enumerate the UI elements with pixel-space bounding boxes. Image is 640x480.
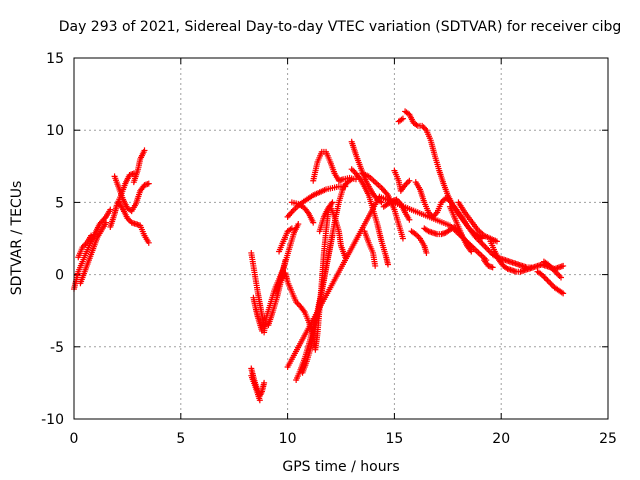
- data-point: [548, 281, 555, 288]
- data-track: [250, 294, 265, 334]
- data-point: [350, 167, 357, 174]
- data-point: [107, 206, 114, 213]
- data-point: [547, 280, 554, 287]
- data-point: [541, 274, 548, 281]
- x-tick-label: 25: [599, 431, 617, 447]
- data-track: [391, 167, 413, 194]
- data-point: [145, 239, 152, 246]
- data-point: [545, 278, 552, 285]
- data-point: [483, 257, 490, 264]
- data-track: [111, 173, 152, 215]
- data-point: [544, 277, 551, 284]
- y-axis-label: SDTVAR / TECUs: [9, 181, 25, 296]
- data-point: [295, 221, 302, 228]
- data-track: [130, 147, 148, 186]
- data-point: [483, 245, 490, 252]
- data-point: [406, 177, 413, 184]
- y-tick-label: 10: [46, 123, 64, 139]
- x-tick-label: 15: [385, 431, 403, 447]
- x-axis-label: GPS time / hours: [282, 459, 399, 475]
- data-track: [284, 193, 490, 371]
- y-tick-label: 5: [55, 195, 64, 211]
- data-point: [141, 147, 148, 154]
- data-track: [540, 258, 565, 281]
- data-point: [261, 379, 268, 386]
- data-track: [361, 228, 379, 269]
- data-point: [489, 264, 496, 271]
- data-point: [288, 225, 295, 232]
- data-track: [115, 199, 152, 246]
- data-point: [482, 244, 489, 251]
- y-tick-label: -10: [41, 412, 64, 428]
- x-tick-label: 0: [70, 431, 79, 447]
- data-track: [276, 225, 295, 255]
- data-track: [75, 232, 95, 261]
- tick-labels: 0 5 10 15 20 25 -10 -5 0 5 10 15: [41, 51, 617, 447]
- data-point: [372, 262, 379, 269]
- data-point: [420, 124, 427, 131]
- data-track: [77, 219, 110, 287]
- data-point: [468, 248, 475, 255]
- data-track: [248, 372, 263, 404]
- data-point: [384, 261, 391, 268]
- data-track: [395, 115, 406, 125]
- data-point: [543, 275, 550, 282]
- x-tick-label: 10: [279, 431, 297, 447]
- y-tick-label: 0: [55, 268, 64, 284]
- data-point: [256, 397, 263, 404]
- data-point: [310, 219, 317, 226]
- gridlines: [74, 58, 608, 419]
- data-point: [478, 239, 485, 246]
- data-point: [145, 180, 152, 187]
- data-track: [316, 199, 336, 235]
- data-point: [556, 273, 563, 280]
- data-point: [329, 232, 336, 239]
- data-point: [329, 199, 336, 206]
- data-track: [534, 268, 567, 297]
- data-track: [310, 148, 359, 184]
- data-track: [288, 199, 317, 226]
- data-point: [558, 274, 565, 281]
- data-point: [348, 166, 355, 173]
- x-tick-label: 5: [176, 431, 185, 447]
- x-tick-label: 20: [492, 431, 510, 447]
- y-tick-label: 15: [46, 51, 64, 67]
- data-point: [399, 115, 406, 122]
- data-point: [423, 249, 430, 256]
- data-point: [481, 242, 488, 249]
- chart-title: Day 293 of 2021, Sidereal Day-to-day VTE…: [59, 19, 622, 35]
- data-track: [408, 228, 430, 256]
- axis-ticks: [73, 57, 609, 420]
- data-point: [406, 216, 413, 223]
- y-tick-label: -5: [50, 340, 64, 356]
- data-point: [103, 219, 110, 226]
- data-point: [88, 232, 95, 239]
- data-point: [560, 262, 567, 269]
- data-point: [560, 290, 567, 297]
- data-point: [555, 271, 562, 278]
- data-point: [479, 241, 486, 248]
- data-point: [493, 238, 500, 245]
- data-series: [71, 108, 567, 404]
- data-point: [342, 183, 349, 190]
- data-track: [248, 249, 268, 330]
- data-point: [404, 179, 411, 186]
- data-point: [399, 235, 406, 242]
- plot-frame: [73, 57, 609, 420]
